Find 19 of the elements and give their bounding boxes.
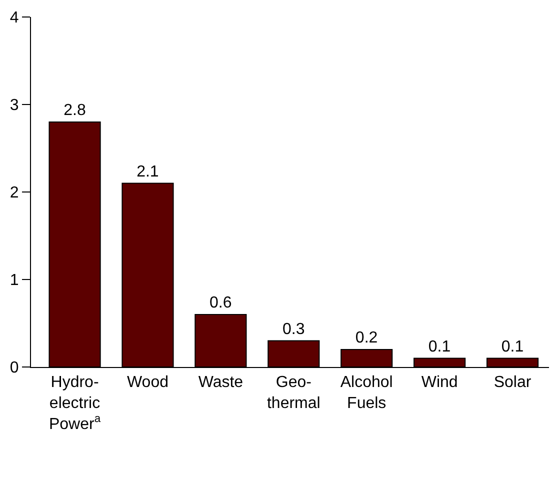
x-tick-label: Solar: [494, 374, 532, 392]
y-tick-label: 3: [10, 97, 19, 114]
data-label: 0.3: [282, 320, 305, 338]
data-label: 2.1: [136, 163, 159, 180]
data-label: 0.1: [501, 338, 524, 356]
x-tick-label: Waste: [198, 374, 244, 392]
y-tick-label: 2: [10, 184, 19, 202]
data-label: 2.8: [64, 102, 86, 119]
x-tick-label: Wind: [421, 374, 458, 392]
data-label: 0.2: [355, 330, 378, 346]
data-label: 0.6: [210, 294, 232, 312]
x-tick-label: Alcohol Fuels: [340, 374, 393, 412]
y-tick-label: 1: [10, 272, 19, 290]
x-tick-label: Geo- thermal: [266, 374, 320, 412]
x-tick-label: Hydro- electric Power$^{a}$: [48, 374, 102, 433]
data-label: 0.1: [428, 338, 451, 356]
y-tick-label: 0: [10, 360, 19, 377]
x-tick-label: Wood: [126, 374, 168, 392]
y-tick-label: 4: [10, 10, 19, 27]
